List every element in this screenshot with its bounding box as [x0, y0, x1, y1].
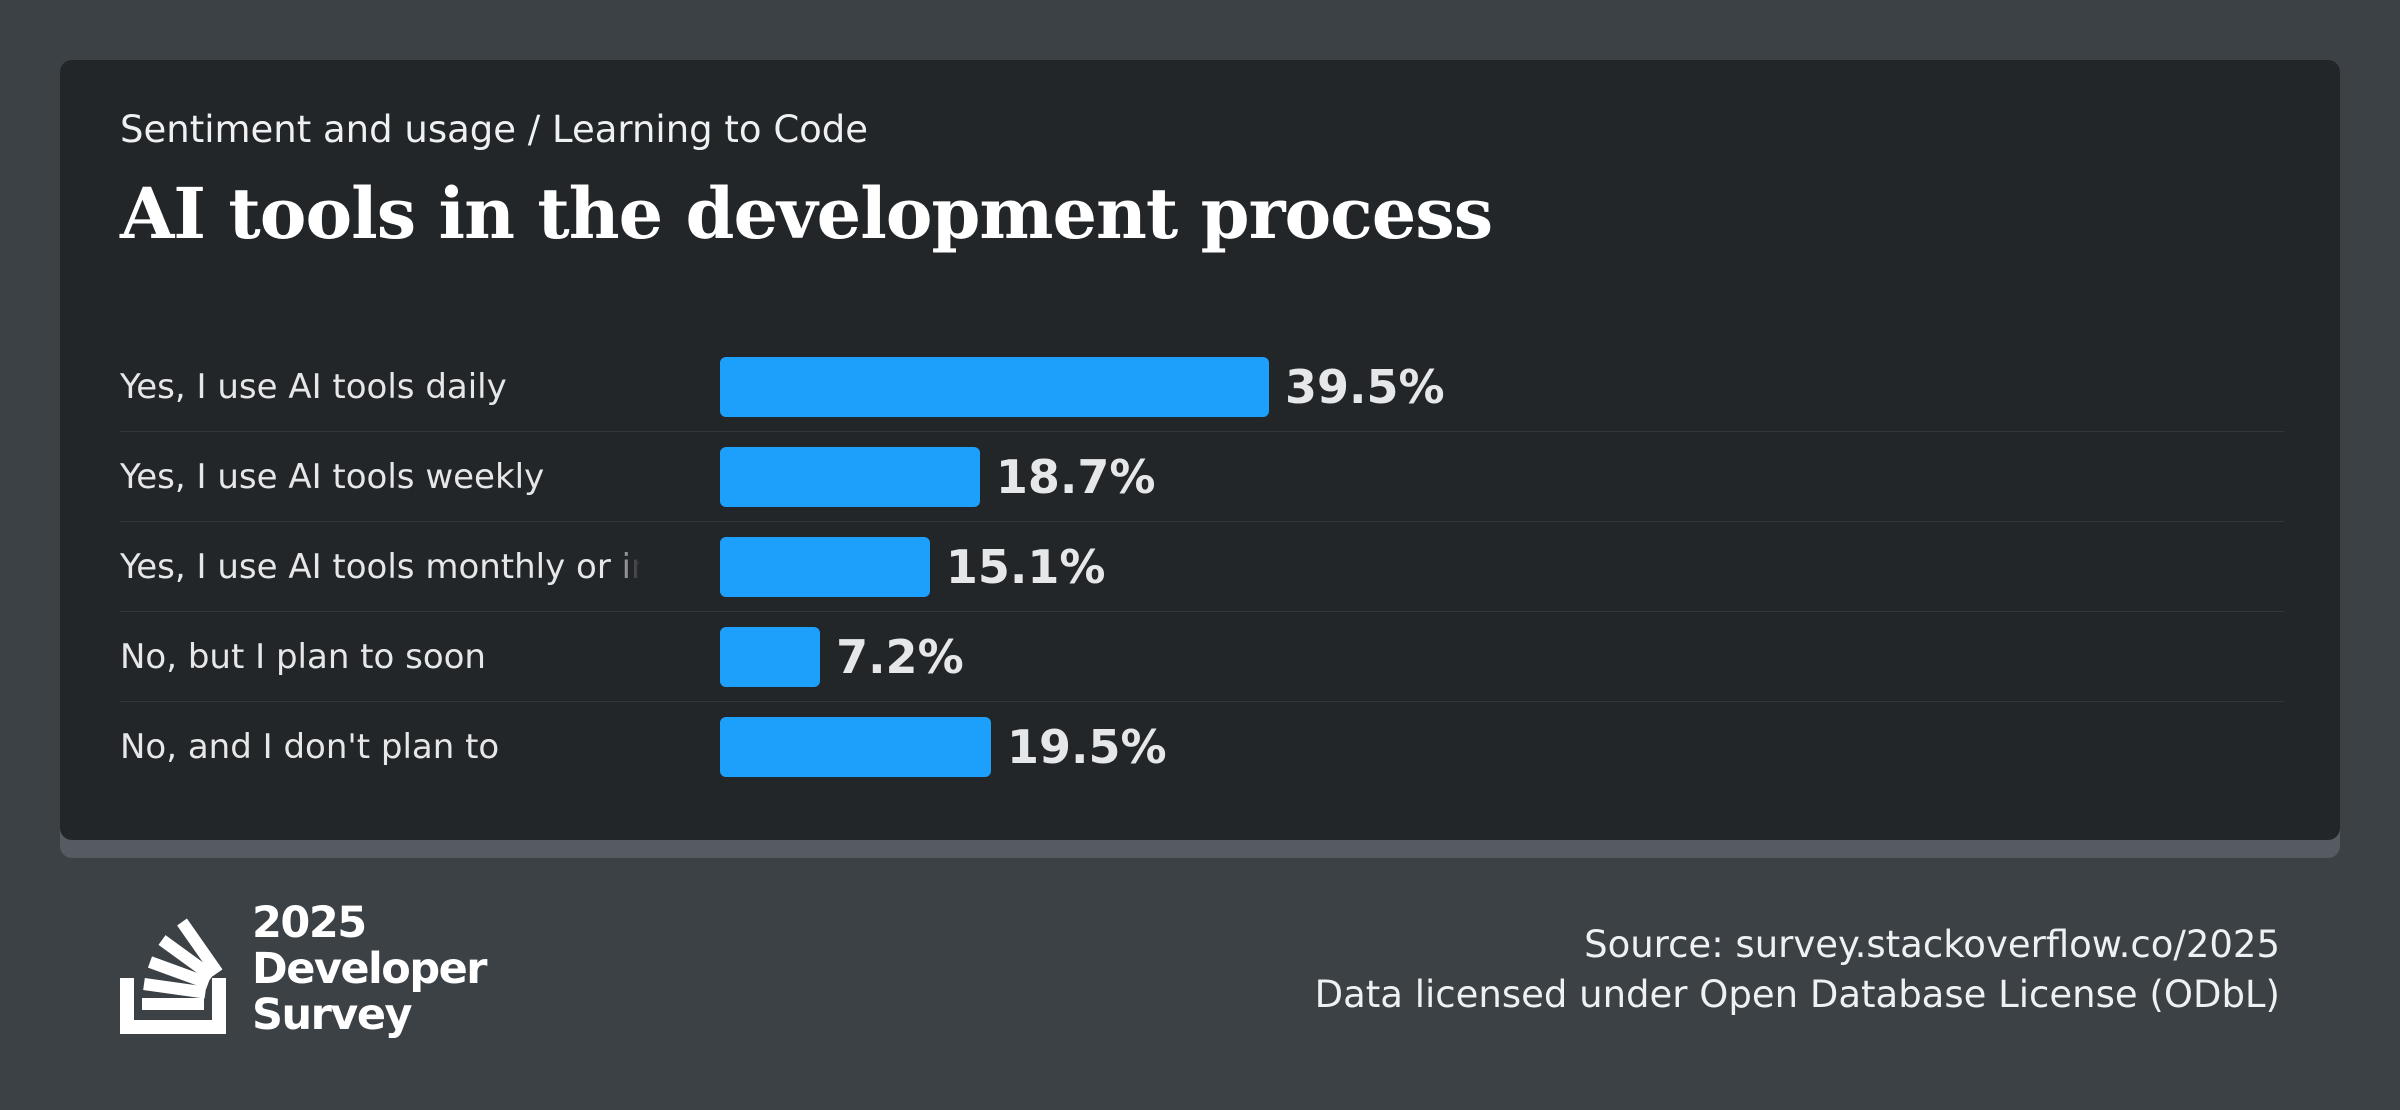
page-title: AI tools in the development process	[120, 172, 1493, 255]
bar	[720, 357, 1270, 417]
survey-logo: 2025 Developer Survey	[118, 898, 498, 1048]
bar-row: Yes, I use AI tools monthly or infrequen…	[120, 522, 2284, 612]
value-label: 7.2%	[836, 630, 964, 684]
logo-survey: Survey	[252, 990, 413, 1040]
bar-chart: Yes, I use AI tools daily 39.5% Yes, I use…	[120, 342, 2284, 792]
bar-row: No, and I don't plan to 19.5%	[120, 702, 2284, 792]
row-divider	[120, 611, 2284, 612]
value-label: 15.1%	[945, 540, 1106, 594]
category-label: No, and I don't plan to	[120, 727, 500, 767]
stack-overflow-logo-icon	[120, 918, 226, 1034]
logo-developer: Developer	[252, 944, 487, 994]
bar	[720, 717, 992, 777]
category-label: Yes, I use AI tools daily	[120, 367, 507, 407]
category-label: No, but I plan to soon	[120, 637, 486, 677]
bar-row: Yes, I use AI tools daily 39.5%	[120, 342, 2284, 432]
row-divider	[120, 521, 2284, 522]
value-label: 39.5%	[1285, 360, 1445, 414]
category-label: Yes, I use AI tools monthly or infrequen…	[120, 547, 640, 587]
logo-text: 2025 Developer Survey	[252, 898, 487, 1040]
bar	[720, 537, 930, 597]
bar	[720, 627, 821, 687]
logo-year: 2025	[252, 898, 367, 948]
breadcrumb: Sentiment and usage / Learning to Code	[120, 108, 869, 151]
bar-row: No, but I plan to soon 7.2%	[120, 612, 2284, 702]
value-label: 18.7%	[995, 450, 1156, 504]
chart-card: Sentiment and usage / Learning to Code A…	[60, 60, 2340, 840]
license-text: Data licensed under Open Database Licens…	[1314, 973, 2280, 1016]
source-link[interactable]: Source: survey.stackoverflow.co/2025	[1584, 923, 2280, 966]
row-divider	[120, 701, 2284, 702]
bar	[720, 447, 980, 507]
value-label: 19.5%	[1007, 720, 1167, 774]
category-label: Yes, I use AI tools weekly	[120, 457, 545, 497]
bar-row: Yes, I use AI tools weekly 18.7%	[120, 432, 2284, 522]
row-divider	[120, 431, 2284, 432]
source-block: Source: survey.stackoverflow.co/2025 Dat…	[1315, 920, 2280, 1020]
